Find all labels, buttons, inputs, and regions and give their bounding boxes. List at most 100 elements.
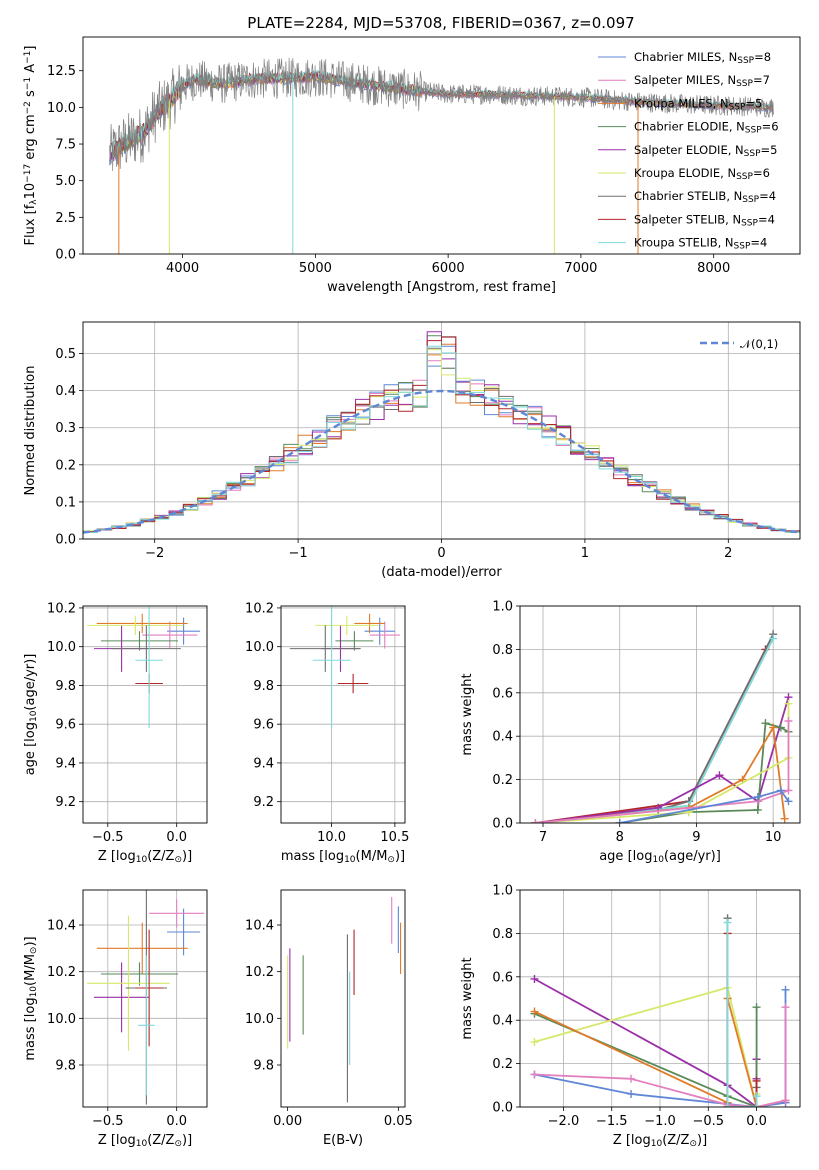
legend-entry: Chabrier ELODIE, NSSP=6	[634, 120, 779, 136]
y-tick-label: 0.4	[55, 384, 76, 399]
x-tick-label: 8000	[697, 261, 730, 276]
y-tick-label: 10.0	[245, 640, 274, 655]
mass-weight-point	[531, 819, 540, 823]
mass-weight-point	[784, 797, 793, 806]
y-tick-label: 0.6	[492, 686, 513, 701]
x-tick-label: 0.00	[273, 1114, 302, 1129]
axes-frame	[280, 889, 406, 1108]
mass-weight-point	[752, 1003, 761, 1012]
plot-area	[87, 890, 205, 1105]
y-tick-label: 9.4	[55, 756, 76, 771]
y-axis-label: Normed distribution	[23, 366, 38, 496]
mass-weight-point	[784, 717, 793, 726]
y-tick-label: 0.6	[492, 970, 513, 985]
legend-entry: Kroupa MILES, NSSP=5	[634, 96, 762, 112]
mass-weight-point	[780, 814, 789, 823]
x-tick-label: 10.5	[380, 830, 409, 845]
x-tick-label: 0.05	[384, 1114, 413, 1129]
y-axis-label: age [log10(age/yr)]	[23, 654, 39, 776]
y-tick-label: 0.3	[55, 421, 76, 436]
y-tick-label: 9.4	[253, 756, 274, 771]
x-axis-label: Z [log10(Z/Z⊙)]	[98, 849, 192, 865]
legend-entry: Salpeter MILES, NSSP=7	[634, 73, 770, 89]
y-tick-label: 9.2	[55, 795, 76, 810]
mass-weight-point	[752, 1092, 761, 1101]
mass-weight-point	[781, 1096, 790, 1105]
legend: Chabrier MILES, NSSP=8 Salpeter MILES, NS…	[598, 50, 779, 252]
x-tick-label: −1	[289, 546, 308, 561]
legend: 𝒩(0,1)	[700, 337, 778, 351]
x-tick-label: −1.5	[596, 1114, 628, 1129]
plot-area	[83, 331, 800, 539]
legend-entry: Chabrier STELIB, NSSP=4	[634, 189, 776, 205]
y-axis-label: mass [log10(M/M⊙)]	[23, 936, 39, 1060]
mass-weight-point	[723, 918, 732, 927]
x-tick-label: 9	[692, 830, 700, 845]
y-tick-label: 9.6	[55, 718, 76, 733]
mass-weight-point	[753, 805, 762, 814]
y-tick-label: 0.0	[55, 248, 76, 263]
plot-area	[289, 606, 400, 729]
panel-age-vs-Z: −0.5 0.0 9.2 9.4 9.6 9.8 10.0 10.2 Z [log10(Z/Z⊙…	[23, 601, 208, 865]
y-tick-label: 10.4	[47, 919, 76, 934]
mass-weight-point	[530, 1070, 539, 1079]
y-tick-label: 10.2	[47, 965, 76, 980]
y-tick-label: 1.0	[492, 884, 513, 899]
x-tick-label: −0.5	[692, 1114, 724, 1129]
y-tick-label: 10.2	[245, 601, 274, 616]
y-axis-label: mass weight	[460, 957, 475, 1039]
panel-mass-vs-Z: −0.5 0.0 9.8 10.0 10.2 10.4 Z [log10(Z/Z⊙)] mas…	[23, 889, 208, 1149]
x-tick-label: 6000	[432, 261, 465, 276]
legend-entry: 𝒩(0,1)	[740, 337, 778, 351]
y-tick-label: 10.0	[47, 640, 76, 655]
y-tick-label: 9.2	[253, 795, 274, 810]
y-tick-label: 0.8	[492, 643, 513, 658]
legend-entry: Kroupa ELODIE, NSSP=6	[634, 166, 770, 182]
y-tick-label: 10.2	[47, 601, 76, 616]
mass-weight-point	[615, 819, 624, 823]
mass-weight-point	[752, 1076, 761, 1085]
y-tick-label: 0.0	[492, 1101, 513, 1116]
x-tick-label: 0.0	[746, 1114, 767, 1129]
mass-weight-point	[769, 723, 778, 732]
mass-weight-point	[784, 786, 793, 795]
y-tick-label: 0.2	[492, 773, 513, 788]
mass-weight-point	[753, 792, 762, 801]
mass-weight-point	[530, 1007, 539, 1016]
y-tick-label: 10.4	[245, 919, 274, 934]
plot-area	[531, 630, 793, 823]
mass-weight-point	[781, 1003, 790, 1012]
x-tick-label: 7	[539, 830, 547, 845]
x-axis-label: mass [log10(M/M⊙)]	[281, 849, 405, 865]
x-tick-label: −1.0	[644, 1114, 676, 1129]
y-tick-label: 10.2	[245, 965, 274, 980]
x-axis-label: Z [log10(Z/Z⊙)]	[613, 1133, 707, 1149]
y-axis-label: mass weight	[460, 673, 475, 755]
y-tick-label: 0.1	[55, 495, 76, 510]
mass-weight-point	[627, 1089, 636, 1098]
mass-weight-line	[534, 1007, 758, 1107]
x-axis-label: Z [log10(Z/Z⊙)]	[98, 1133, 192, 1149]
y-tick-label: 0.2	[55, 458, 76, 473]
x-tick-label: −0.5	[92, 830, 124, 845]
observed-spectrum-line	[109, 57, 774, 172]
axes-frame	[82, 321, 801, 540]
mass-weight-line	[619, 722, 789, 823]
y-tick-label: 0.0	[55, 533, 76, 548]
axes-frame	[280, 605, 406, 824]
mass-weight-line	[726, 922, 758, 1107]
legend-entry: Salpeter ELODIE, NSSP=5	[634, 143, 777, 159]
axes-frame	[82, 36, 801, 255]
axes-frame	[519, 605, 801, 824]
mass-weight-point	[627, 1074, 636, 1083]
x-tick-label: 0.0	[166, 1114, 187, 1129]
mass-weight-point	[784, 699, 793, 708]
panel-mass-vs-ebv: 0.00 0.05 9.8 10.0 10.2 10.4 E(B-V)	[245, 889, 413, 1148]
mass-weight-line	[619, 789, 790, 823]
panel-age-vs-mass: 10.0 10.5 9.2 9.4 9.6 9.8 10.0 10.2 mass [log10(…	[245, 601, 409, 865]
y-tick-label: 0.5	[55, 347, 76, 362]
mass-weight-point	[776, 786, 785, 795]
x-tick-label: −0.5	[92, 1114, 124, 1129]
y-tick-label: 9.6	[253, 718, 274, 733]
y-tick-label: 0.4	[492, 1014, 513, 1029]
